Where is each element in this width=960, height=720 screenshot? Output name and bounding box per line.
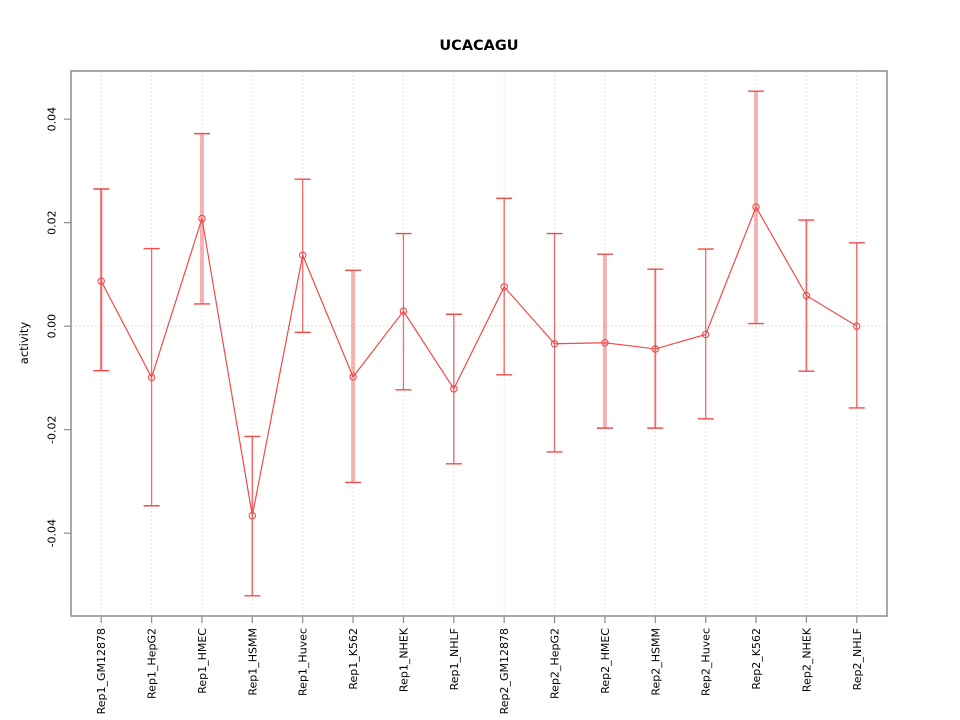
x-tick-label: Rep1_HSMM: [246, 628, 259, 696]
data-point: [248, 511, 257, 520]
y-tick-label: 0.00: [46, 314, 59, 339]
x-tick-label: Rep2_NHLF: [851, 628, 864, 690]
x-tick-label: Rep1_K562: [347, 628, 360, 690]
x-tick-label: Rep2_Huvec: [700, 628, 713, 696]
data-point: [450, 385, 458, 393]
x-tick-label: Rep1_NHLF: [448, 628, 461, 690]
data-point: [147, 373, 156, 382]
data-point: [651, 345, 660, 353]
x-tick-label: Rep1_HepG2: [146, 628, 159, 699]
y-tick-label: 0.02: [46, 210, 59, 235]
data-point: [97, 277, 105, 285]
series-line: [100, 205, 858, 516]
plot-layer: -0.04 -0.02 0.00 0.02 0.04 Rep1_GM12878 Rep1_H…: [46, 70, 888, 714]
x-tick-label: Rep1_GM12878: [95, 628, 108, 714]
data-point: [349, 373, 357, 381]
x-tick-label: Rep1_HMEC: [196, 628, 209, 694]
data-point: [752, 203, 760, 211]
plot-box: [70, 70, 888, 617]
y-axis-title: activity: [17, 322, 31, 365]
data-point: [601, 338, 609, 347]
x-tick-label: Rep2_HMEC: [599, 628, 612, 694]
x-tick-label: Rep2_GM12878: [498, 628, 511, 714]
data-point: [853, 322, 861, 330]
data-point: [399, 307, 408, 315]
y-tick-label: 0.04: [46, 107, 59, 132]
data-point: [802, 291, 811, 300]
x-tick-label: Rep2_K562: [750, 628, 763, 690]
data-point: [500, 283, 508, 291]
data-point: [701, 330, 710, 339]
x-tick-label: Rep2_HSMM: [649, 628, 662, 696]
chart-title: UCACAGU: [439, 38, 518, 54]
data-point: [198, 214, 206, 223]
y-tick-label: -0.02: [46, 415, 59, 443]
x-tick-label: Rep2_NHEK: [800, 627, 813, 692]
data-point: [550, 340, 559, 348]
data-point: [298, 251, 307, 260]
y-tick-label: -0.04: [46, 519, 59, 547]
x-tick-label: Rep1_Huvec: [297, 628, 310, 696]
x-tick-label: Rep1_NHEK: [397, 627, 410, 692]
x-tick-label: Rep2_HepG2: [549, 628, 562, 699]
